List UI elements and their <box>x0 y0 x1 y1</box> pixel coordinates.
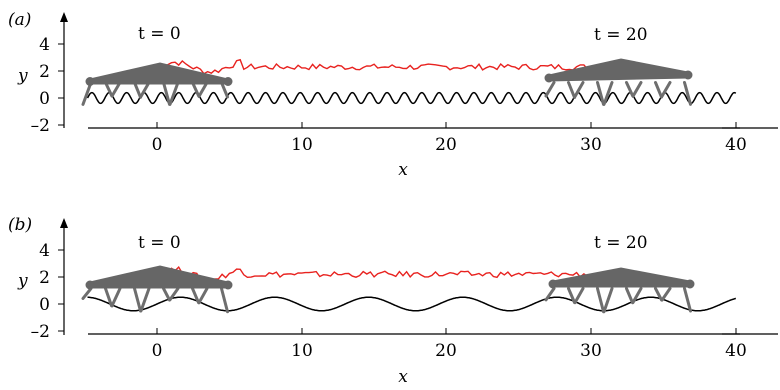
robot-leg <box>573 81 585 98</box>
panel-b-tag: (b) <box>8 215 32 235</box>
robot-leg <box>544 81 556 98</box>
robot-leg <box>596 287 605 314</box>
panel-a-xtick-label: 30 <box>580 135 602 155</box>
panel-a-xlabel: x <box>398 160 408 180</box>
robot-leg <box>683 287 692 313</box>
robot-leg <box>110 81 122 98</box>
robot-leg <box>168 287 180 302</box>
panel-a-y-arrow <box>60 12 68 22</box>
robot-leg <box>81 81 93 106</box>
robot-end-cap <box>223 77 233 86</box>
panel-b-xtick-label: 0 <box>152 341 163 361</box>
robot-leg <box>567 287 576 304</box>
panel-a-ytick-label: –2 <box>31 116 50 136</box>
robot-leg <box>220 81 229 99</box>
robot-leg <box>625 287 634 305</box>
panel-b-ytick-label: 4 <box>39 241 50 261</box>
panel-a: (a) 4 2 0 –2 y 0 10 20 30 40 x <box>8 10 778 180</box>
panel-a-ytick-label: 4 <box>39 35 50 55</box>
panel-b-xtick-label: 30 <box>580 341 602 361</box>
robot-leg <box>162 287 171 302</box>
robot-end-cap <box>223 280 233 290</box>
panel-b-y-arrow <box>60 218 68 228</box>
panel-a-tag: (a) <box>8 10 31 30</box>
panel-a-ytick-label: 2 <box>39 62 50 82</box>
robot-leg <box>567 81 576 99</box>
panel-b-red-trajectory <box>156 265 592 282</box>
panel-b-xtick-label: 40 <box>725 341 747 361</box>
robot-leg <box>596 81 605 106</box>
robot-leg <box>168 81 180 106</box>
panel-a-time-end-label: t = 20 <box>594 25 648 45</box>
panel-a-red-trajectory <box>156 58 592 75</box>
robot-legs <box>81 287 229 314</box>
robot-leg <box>654 81 663 99</box>
robot-leg <box>197 81 209 98</box>
robot-leg <box>631 287 643 304</box>
robot-leg <box>197 287 209 305</box>
panel-a-xtick-label: 10 <box>291 135 313 155</box>
robot-leg <box>133 81 142 99</box>
robot-end-cap <box>683 70 693 80</box>
robot-leg <box>683 81 692 106</box>
robot-body <box>552 267 691 288</box>
panel-b-ytick-label: 2 <box>39 268 50 288</box>
robot-leg <box>654 287 663 302</box>
robot-body <box>548 58 689 82</box>
panel-b-time-start-label: t = 0 <box>138 233 181 253</box>
robot-end-cap <box>685 279 695 289</box>
robot-leg <box>602 287 614 314</box>
robot-leg <box>104 81 113 97</box>
robot-leg <box>133 287 142 313</box>
panel-b-robot-end <box>544 267 695 314</box>
robot-end-cap <box>548 279 558 289</box>
robot-leg <box>104 287 113 308</box>
panel-a-ylabel: y <box>17 66 28 86</box>
robot-leg <box>660 81 672 98</box>
robot-leg <box>631 81 643 98</box>
robot-legs <box>81 81 229 106</box>
panel-a-xtick-label: 20 <box>435 135 457 155</box>
panel-b-xtick-label: 20 <box>435 341 457 361</box>
robot-leg <box>81 287 93 300</box>
panel-b-xlabel: x <box>398 367 408 387</box>
panel-a-xtick-label: 0 <box>152 135 163 155</box>
robot-leg <box>544 287 556 302</box>
robot-end-cap <box>85 280 95 290</box>
robot-leg <box>220 287 229 314</box>
robot-legs <box>544 287 692 314</box>
robot-leg <box>139 287 151 313</box>
robot-leg <box>162 81 171 106</box>
panel-a-time-start-label: t = 0 <box>138 24 181 44</box>
panel-b-ytick-label: 0 <box>39 295 50 315</box>
panel-a-terrain-line <box>86 91 737 105</box>
robot-leg <box>191 287 200 305</box>
panel-b-ytick-label: –2 <box>31 322 50 342</box>
robot-body <box>89 265 229 289</box>
panel-a-ytick-label: 0 <box>39 89 50 109</box>
robot-leg <box>602 81 614 106</box>
panel-b: (b) 4 2 0 –2 y 0 10 20 30 40 x <box>8 215 778 387</box>
panel-b-terrain-line <box>87 296 737 312</box>
robot-leg <box>110 287 122 308</box>
robot-end-cap <box>85 77 95 86</box>
robot-body <box>89 62 229 85</box>
robot-leg <box>573 287 585 305</box>
robot-end-cap <box>544 73 554 83</box>
panel-b-ylabel: y <box>17 271 28 291</box>
panel-a-xtick-label: 40 <box>725 135 747 155</box>
panel-a-robot-start <box>81 62 233 106</box>
robot-leg <box>191 81 200 98</box>
robot-leg <box>660 287 672 302</box>
panel-b-robot-start <box>81 265 233 314</box>
robot-legs <box>544 81 692 106</box>
robot-leg <box>625 81 634 97</box>
panel-b-time-end-label: t = 20 <box>594 233 648 253</box>
panel-b-xtick-label: 10 <box>291 341 313 361</box>
robot-leg <box>139 81 151 98</box>
panel-a-robot-end <box>544 58 693 106</box>
